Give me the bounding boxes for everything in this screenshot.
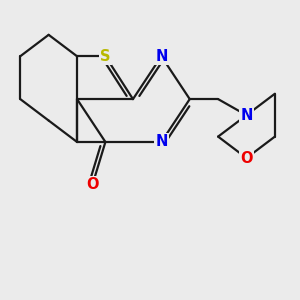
Text: S: S	[100, 49, 111, 64]
Text: N: N	[240, 108, 253, 123]
Text: N: N	[155, 49, 167, 64]
Text: N: N	[155, 134, 167, 149]
Text: O: O	[86, 177, 99, 192]
Text: O: O	[240, 151, 253, 166]
